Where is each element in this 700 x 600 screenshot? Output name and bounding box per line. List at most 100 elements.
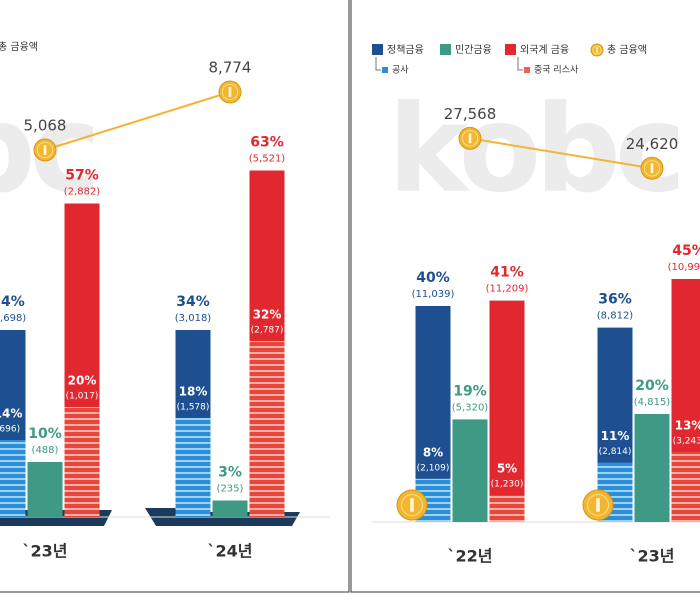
coin-inner (643, 160, 661, 177)
bar-percent-label: 45% (672, 243, 700, 259)
bar-amount-label: (235) (217, 484, 244, 495)
sub-amount-label: (696) (0, 425, 20, 435)
bar (634, 414, 670, 522)
total-line (469, 137, 653, 170)
sub-bar (175, 418, 211, 517)
sub-bar (249, 341, 285, 517)
bar-amount-label: (2,882) (64, 187, 101, 198)
bar-amount-label: (3,018) (175, 313, 212, 324)
legend-connector (517, 57, 523, 71)
bar-amount-label: (4,815) (634, 397, 671, 408)
sub-bar (671, 451, 700, 522)
x-tick-label: `23년 (630, 547, 675, 566)
coin-symbol (596, 47, 598, 53)
sub-amount-label: (1,230) (491, 480, 524, 490)
bar-amount-label: (10,994) (668, 262, 700, 273)
legend-label: 총 금융액 (607, 44, 647, 56)
sub-percent-label: 20% (68, 374, 97, 388)
bar-percent-label: 10% (28, 426, 62, 442)
plot-area: `23년 `24년 34% (1,698) 14% (696) 34% (3,018) 18% (… (0, 41, 700, 566)
bar-amount-label: (8,812) (597, 311, 634, 322)
sub-amount-label: (2,814) (599, 447, 632, 457)
coin-inner (401, 494, 423, 516)
coin-inner (592, 45, 602, 55)
bar-amount-label: (488) (32, 445, 59, 456)
bar-percent-label: 63% (250, 135, 284, 151)
sub-amount-label: (2,787) (251, 326, 284, 336)
total-label: 24,620 (626, 135, 679, 153)
legend-label: 외국계 금융 (520, 44, 569, 56)
bar-percent-label: 41% (490, 265, 524, 281)
sub-amount-label: (1,017) (66, 392, 99, 402)
sub-amount-label: (2,109) (417, 463, 450, 473)
bar-percent-label: 40% (416, 270, 450, 286)
bar (452, 419, 488, 522)
sub-bar (64, 407, 100, 517)
sub-percent-label: 32% (253, 308, 282, 322)
x-tick-label: `24년 (208, 542, 253, 561)
left-panel-frame (0, 0, 350, 593)
legend-label: 총 금융액 (0, 41, 38, 53)
bar-percent-label: 57% (65, 168, 99, 184)
legend-label: 공사 (392, 65, 409, 76)
coin (396, 489, 428, 521)
bar (27, 462, 63, 517)
sub-amount-label: (3,243) (673, 436, 700, 446)
sub-bar (489, 495, 525, 522)
coin-inner (461, 130, 479, 147)
bar-amount-label: (5,320) (452, 402, 489, 413)
bar (212, 500, 248, 517)
bar-amount-label: (11,209) (486, 284, 529, 295)
legend-connector (375, 57, 381, 71)
bar-amount-label: (1,698) (0, 313, 26, 324)
bar-percent-label: 36% (598, 292, 632, 308)
legend-swatch (440, 44, 451, 55)
coin (640, 156, 664, 180)
coin (458, 126, 482, 150)
legend-label: 민간금융 (455, 44, 492, 56)
sub-percent-label: 14% (0, 407, 22, 421)
coin-symbol (596, 498, 600, 512)
watermarks: kobckobc (0, 81, 686, 220)
sub-percent-label: 11% (601, 429, 630, 443)
coin-inner (36, 141, 54, 159)
bar-amount-label: (5,521) (249, 154, 286, 165)
coin-symbol (468, 133, 472, 144)
legend-swatch (524, 67, 530, 73)
coin-symbol (228, 87, 232, 97)
coin-symbol (650, 163, 654, 174)
coin-symbol (43, 145, 47, 155)
total-label: 27,568 (444, 105, 497, 123)
coin-inner (587, 494, 609, 516)
sub-percent-label: 18% (179, 385, 208, 399)
coin (582, 489, 614, 521)
coin (590, 43, 604, 57)
bar-percent-label: 19% (453, 383, 487, 399)
sub-percent-label: 13% (675, 418, 700, 432)
coin-symbol (410, 498, 414, 512)
sub-percent-label: 8% (423, 445, 443, 459)
bar-percent-label: 34% (0, 294, 25, 310)
total-label: 8,774 (209, 58, 252, 76)
legend-swatch (505, 44, 516, 55)
right-panel-frame (350, 0, 700, 593)
sub-bar (0, 440, 26, 517)
x-tick-label: `23년 (23, 542, 68, 561)
bar-amount-label: (11,039) (412, 289, 455, 300)
sub-amount-label: (1,578) (177, 403, 210, 413)
bar-percent-label: 34% (176, 294, 210, 310)
coin-inner (221, 83, 239, 101)
total-label: 5,068 (24, 116, 67, 134)
legend-swatch (382, 67, 388, 73)
legend-label: 정책금융 (387, 44, 424, 56)
bar (489, 300, 525, 522)
coin (33, 138, 57, 162)
bar-percent-label: 3% (218, 465, 242, 481)
bar-percent-label: 20% (635, 378, 669, 394)
total-line (44, 91, 231, 151)
legend-swatch (372, 44, 383, 55)
sub-percent-label: 5% (497, 462, 517, 476)
legend-label: 중국 리스사 (534, 65, 579, 76)
